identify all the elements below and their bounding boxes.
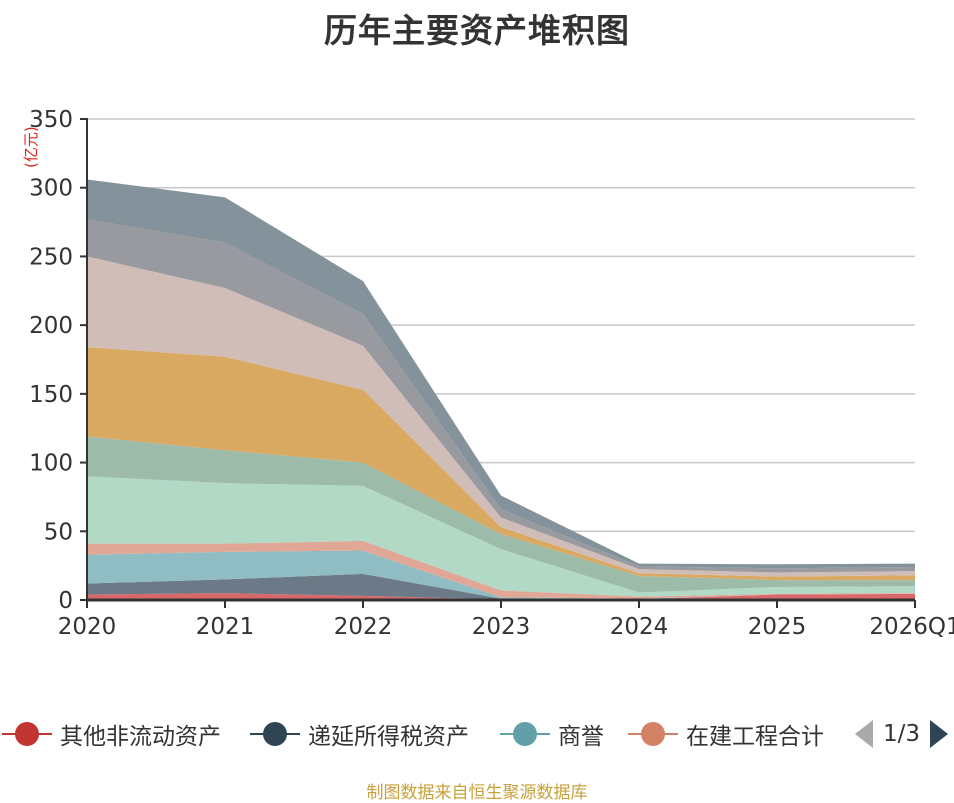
x-tick-label: 2022	[334, 614, 393, 640]
x-tick-label: 2021	[196, 614, 255, 640]
y-tick-label: 200	[29, 313, 73, 339]
legend-pager: 1/3	[855, 712, 949, 756]
area-2	[87, 573, 915, 600]
area-8	[87, 256, 915, 577]
area-9	[87, 219, 915, 573]
area-4	[87, 540, 915, 599]
legend: 其他非流动资产 递延所得税资产 商誉 在建工程合计	[0, 712, 954, 756]
legend-label: 在建工程合计	[686, 724, 824, 750]
area-10	[87, 179, 915, 569]
y-tick-label: 350	[29, 107, 73, 133]
data-source-note: 制图数据来自恒生聚源数据库	[366, 783, 588, 803]
legend-prev-page-icon[interactable]	[855, 720, 873, 748]
legend-item-goodwill[interactable]: 商誉	[500, 712, 604, 756]
area-7	[87, 347, 915, 581]
y-tick-label: 50	[44, 519, 73, 545]
y-tick-label: 150	[29, 382, 73, 408]
legend-item-other-noncurrent-assets[interactable]: 其他非流动资产	[2, 712, 221, 756]
legend-marker-icon	[2, 722, 52, 746]
area-layers	[87, 179, 915, 600]
y-tick-label: 300	[29, 176, 73, 202]
area-6	[87, 436, 915, 593]
y-tick-labels: 0 50 100 150 200 250 300 350	[29, 107, 73, 614]
area-1	[87, 593, 915, 600]
legend-marker-icon	[628, 722, 678, 746]
legend-marker-icon	[500, 722, 550, 746]
x-tick-label: 2026Q1	[869, 614, 954, 640]
legend-label: 递延所得税资产	[308, 724, 469, 750]
x-tick-label: 2023	[472, 614, 531, 640]
chart-title: 历年主要资产堆积图	[324, 11, 630, 50]
legend-page-indicator: 1/3	[883, 721, 921, 747]
axes	[86, 118, 916, 608]
area-5	[87, 476, 915, 597]
legend-marker-icon	[250, 722, 300, 746]
legend-label: 商誉	[558, 724, 604, 750]
x-tick-labels: 2020 2021 2022 2023 2024 2025 2026Q1	[58, 614, 954, 640]
y-tick-label: 0	[58, 588, 73, 614]
x-tick-label: 2024	[610, 614, 669, 640]
y-tick-label: 250	[29, 244, 73, 270]
y-tick-label: 100	[29, 451, 73, 477]
legend-label: 其他非流动资产	[60, 724, 221, 750]
legend-next-page-icon[interactable]	[930, 720, 949, 748]
legend-item-construction-in-progress[interactable]: 在建工程合计	[628, 712, 824, 756]
x-tick-label: 2025	[748, 614, 807, 640]
area-3	[87, 550, 915, 599]
legend-item-deferred-tax-assets[interactable]: 递延所得税资产	[250, 712, 469, 756]
x-tick-label: 2020	[58, 614, 117, 640]
